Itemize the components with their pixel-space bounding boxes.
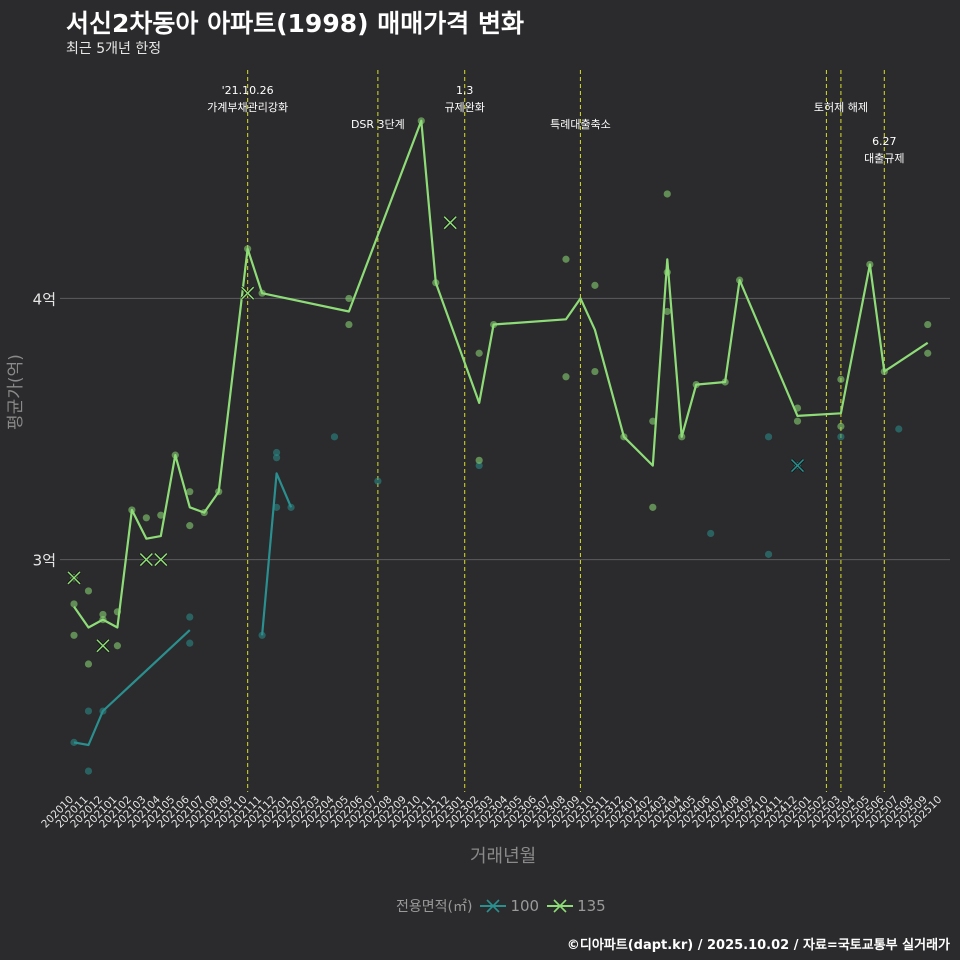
cross-marker-135 (139, 553, 153, 567)
policy-annotation: 토허제 해제 (814, 100, 868, 114)
legend-title: 전용면적(㎡) (396, 899, 473, 915)
data-point-135 (562, 255, 570, 263)
data-point-100 (837, 433, 845, 441)
data-point-135 (84, 660, 93, 668)
data-point-135 (84, 587, 93, 595)
data-point-100 (186, 613, 194, 621)
legend-label-100: 100 (510, 897, 540, 915)
data-point-100 (186, 639, 194, 647)
data-point-135 (591, 367, 599, 376)
data-point-135 (186, 488, 194, 496)
data-point-100 (895, 425, 903, 433)
data-point-135 (924, 349, 932, 357)
cross-marker-100 (790, 459, 805, 473)
data-point-135 (113, 642, 122, 650)
data-point-100 (272, 448, 281, 457)
y-tick-label: 4억 (33, 290, 56, 308)
series-line-135 (73, 119, 929, 629)
policy-annotation: 규제완화 (444, 101, 484, 114)
policy-annotation: 가계부채관리강화 (207, 101, 288, 114)
data-point-135 (70, 631, 78, 639)
data-point-100 (70, 738, 78, 746)
data-point-100 (764, 433, 773, 441)
data-point-100 (84, 707, 93, 715)
data-point-135 (99, 610, 107, 619)
cross-marker-135 (96, 639, 110, 653)
legend-label-135: 135 (577, 897, 606, 915)
chart-title: 서신2차동아 아파트(1998) 매매가격 변화 (66, 9, 524, 38)
source-caption: ©디아파트(dapt.kr) / 2025.10.02 / 자료=국토교통부 실… (566, 938, 950, 953)
y-axis-title: 평균가(억) (6, 354, 26, 430)
data-point-100 (272, 454, 281, 462)
data-point-135 (837, 375, 845, 383)
legend-item-135: 135 (547, 897, 606, 915)
data-point-100 (374, 477, 382, 485)
cross-marker-135 (67, 571, 81, 585)
policy-annotation: 특례대출축소 (550, 118, 611, 131)
legend: 전용면적(㎡) 100 135 (396, 896, 606, 916)
legend-item-100: 100 (480, 897, 539, 915)
data-point-100 (707, 529, 715, 538)
cross-marker-135 (154, 553, 168, 567)
series-line-100 (261, 472, 293, 636)
cross-marker-135 (241, 286, 255, 300)
data-point-135 (186, 522, 194, 530)
data-point-135 (793, 417, 802, 425)
data-point-135 (475, 456, 483, 464)
data-point-135 (663, 190, 671, 198)
data-point-135 (142, 514, 150, 522)
data-point-100 (330, 433, 339, 441)
data-point-135 (157, 511, 165, 519)
data-point-135 (345, 320, 353, 329)
chart-subtitle: 최근 5개년 한정 (66, 41, 162, 57)
policy-annotation: 6.27 (872, 135, 897, 148)
data-point-135 (649, 417, 657, 425)
data-point-135 (562, 373, 570, 381)
data-point-100 (84, 767, 93, 775)
data-point-135 (70, 600, 78, 608)
data-point-100 (258, 631, 266, 639)
legend-swatch-135 (547, 899, 574, 913)
data-point-100 (764, 550, 773, 558)
data-point-135 (663, 307, 671, 316)
data-point-135 (475, 349, 483, 357)
data-point-135 (591, 281, 599, 289)
series-line-100 (73, 629, 191, 747)
data-point-135 (924, 320, 932, 329)
policy-annotation: '21.10.26 (222, 84, 274, 97)
data-point-135 (649, 503, 657, 511)
cross-marker-135 (443, 216, 457, 230)
policy-annotation: 1.3 (456, 84, 474, 97)
y-tick-label: 3억 (33, 552, 56, 570)
data-point-100 (475, 461, 483, 470)
x-axis-title: 거래년월 (470, 846, 537, 867)
legend-swatch-100 (480, 899, 507, 913)
data-point-135 (345, 294, 353, 303)
policy-annotation: 대출규제 (864, 152, 904, 165)
data-point-135 (837, 422, 845, 430)
policy-annotation: DSR 3단계 (351, 118, 405, 131)
